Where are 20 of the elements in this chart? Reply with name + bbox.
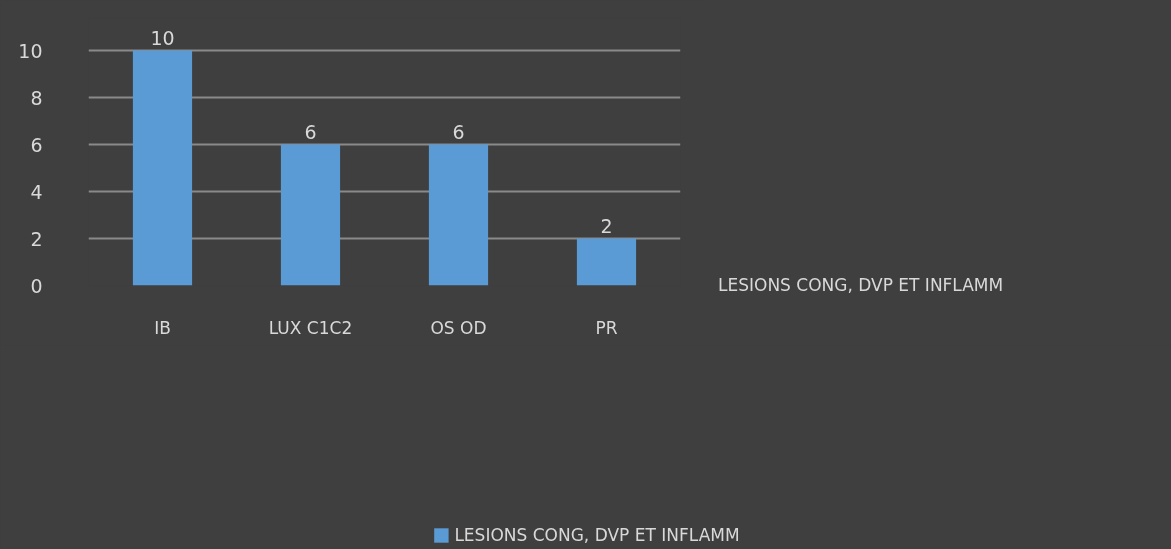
bar <box>280 144 341 286</box>
bar <box>428 144 489 286</box>
data-label: 6 <box>304 120 317 143</box>
data-label: 2 <box>600 214 613 237</box>
y-tick-label: 0 <box>30 274 43 297</box>
x-tick-label: PR <box>595 317 618 338</box>
y-tick-label: 2 <box>30 227 43 250</box>
x-tick-label: LUX C1C2 <box>268 317 353 338</box>
bar <box>576 238 637 286</box>
y-tick-label: 6 <box>30 133 43 156</box>
x-tick-label: OS OD <box>430 317 487 338</box>
data-label: 10 <box>150 26 175 49</box>
x-tick-label: IB <box>154 317 171 338</box>
y-tick-label: 8 <box>30 86 43 109</box>
legend-label: LESIONS CONG, DVP ET INFLAMM <box>454 525 740 545</box>
bar <box>132 50 193 286</box>
data-label: 6 <box>452 120 465 143</box>
y-tick-label: 4 <box>30 180 43 203</box>
y-tick-label: 10 <box>18 39 43 62</box>
text: LESIONS CONG, DVP ET INFLAMM <box>718 274 1004 297</box>
